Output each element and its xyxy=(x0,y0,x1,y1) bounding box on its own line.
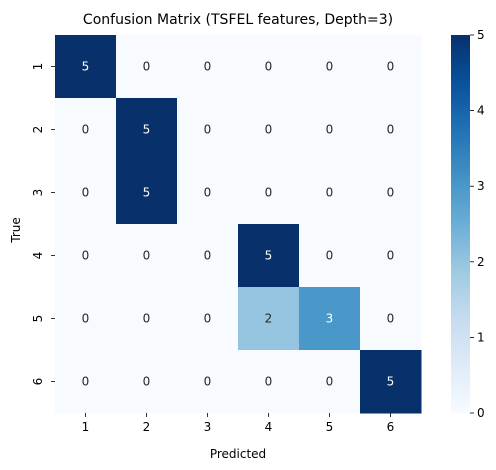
cell-value-label: 0 xyxy=(143,249,151,263)
y-tick-label: 6 xyxy=(31,378,45,386)
cell-value-label: 0 xyxy=(143,312,151,326)
heatmap-cell xyxy=(360,161,422,225)
cell-value-label: 0 xyxy=(82,312,90,326)
heatmap-cell xyxy=(360,35,422,99)
heatmap-cell xyxy=(360,350,422,414)
x-tick-label: 3 xyxy=(204,420,212,434)
heatmap-cell xyxy=(299,287,361,351)
cell-value-label: 2 xyxy=(265,312,273,326)
cell-value-label: 0 xyxy=(387,249,395,263)
heatmap-cell xyxy=(177,35,239,99)
cell-value-label: 0 xyxy=(204,312,212,326)
heatmap-cell xyxy=(177,224,239,288)
cell-value-label: 0 xyxy=(204,123,212,137)
cell-value-label: 0 xyxy=(82,123,90,137)
cell-value-label: 5 xyxy=(265,249,273,263)
x-axis-ticks: 1 2 3 4 5 6 xyxy=(82,413,395,434)
colorbar-gradient xyxy=(451,35,470,413)
colorbar: 0 1 2 3 4 5 xyxy=(451,28,485,420)
heatmap-cell xyxy=(177,287,239,351)
colorbar-tick-label: 0 xyxy=(477,406,485,420)
colorbar-tick-label: 5 xyxy=(477,28,485,42)
heatmap-cell xyxy=(360,224,422,288)
heatmap-cell xyxy=(116,98,178,162)
heatmap-cell xyxy=(360,287,422,351)
cell-value-label: 0 xyxy=(204,249,212,263)
chart-title: Confusion Matrix (TSFEL features, Depth=… xyxy=(83,12,393,28)
y-tick-label: 1 xyxy=(31,63,45,71)
y-axis-ticks: 1 2 3 4 5 6 xyxy=(31,63,55,386)
cell-value-label: 0 xyxy=(82,375,90,389)
cell-value-label: 0 xyxy=(265,186,273,200)
y-tick-label: 2 xyxy=(31,126,45,134)
heatmap-cell xyxy=(116,350,178,414)
heatmap-cell xyxy=(55,287,117,351)
x-axis-label: Predicted xyxy=(210,447,266,461)
cell-value-label: 0 xyxy=(326,375,334,389)
cell-value-label: 5 xyxy=(143,186,151,200)
cell-value-label: 0 xyxy=(265,60,273,74)
cell-value-label: 0 xyxy=(204,375,212,389)
cell-value-label: 0 xyxy=(82,186,90,200)
heatmap-cell xyxy=(299,224,361,288)
heatmap-cell xyxy=(55,224,117,288)
cell-value-label: 3 xyxy=(326,312,334,326)
heatmap-cell xyxy=(177,161,239,225)
heatmap-cell xyxy=(299,350,361,414)
heatmap-cell xyxy=(55,350,117,414)
y-axis-label: True xyxy=(9,217,23,244)
cell-value-label: 0 xyxy=(265,375,273,389)
heatmap-cell xyxy=(55,98,117,162)
heatmap-cell xyxy=(299,98,361,162)
cell-value-label: 0 xyxy=(387,186,395,200)
x-tick-label: 4 xyxy=(265,420,273,434)
heatmap-cell xyxy=(299,35,361,99)
x-tick-label: 2 xyxy=(143,420,151,434)
colorbar-tick-label: 3 xyxy=(477,179,485,193)
heatmap-cell xyxy=(177,350,239,414)
heatmap-cell xyxy=(299,161,361,225)
heatmap-cell xyxy=(238,161,300,225)
x-tick-label: 1 xyxy=(82,420,90,434)
cell-value-label: 0 xyxy=(326,123,334,137)
cell-value-label: 0 xyxy=(326,186,334,200)
cell-value-label: 5 xyxy=(387,375,395,389)
cell-value-label: 0 xyxy=(204,186,212,200)
heatmap-cell xyxy=(177,98,239,162)
cell-value-label: 5 xyxy=(143,123,151,137)
heatmap-cell xyxy=(116,287,178,351)
cell-value-label: 0 xyxy=(82,249,90,263)
cell-value-label: 0 xyxy=(387,60,395,74)
heatmap-cell xyxy=(238,35,300,99)
heatmap-cell xyxy=(55,35,117,99)
heatmap-cells: 5 0 0 0 0 0 0 5 0 0 0 0 0 5 0 0 0 0 0 0 0 5 0 0 0 0 0 2 3 0 0 0 0 0 0 5 xyxy=(55,35,422,414)
cell-value-label: 0 xyxy=(143,60,151,74)
x-tick-label: 5 xyxy=(326,420,334,434)
y-tick-label: 3 xyxy=(31,189,45,197)
cell-value-label: 0 xyxy=(326,60,334,74)
cell-value-label: 0 xyxy=(265,123,273,137)
heatmap-cell xyxy=(116,224,178,288)
colorbar-tick-label: 1 xyxy=(477,330,485,344)
heatmap-cell xyxy=(238,224,300,288)
cell-value-label: 0 xyxy=(387,123,395,137)
heatmap-cell xyxy=(360,98,422,162)
heatmap-cell xyxy=(238,350,300,414)
cell-value-label: 5 xyxy=(82,60,90,74)
heatmap-cell xyxy=(238,98,300,162)
cell-value-label: 0 xyxy=(326,249,334,263)
colorbar-tick-label: 4 xyxy=(477,104,485,118)
y-tick-label: 5 xyxy=(31,315,45,323)
x-tick-label: 6 xyxy=(387,420,395,434)
cell-value-label: 0 xyxy=(387,312,395,326)
y-tick-label: 4 xyxy=(31,252,45,260)
heatmap-cell xyxy=(116,161,178,225)
colorbar-tick-label: 2 xyxy=(477,255,485,269)
cell-value-label: 0 xyxy=(143,375,151,389)
heatmap-cell xyxy=(116,35,178,99)
cell-value-label: 0 xyxy=(204,60,212,74)
heatmap-cell xyxy=(238,287,300,351)
heatmap-cell xyxy=(55,161,117,225)
